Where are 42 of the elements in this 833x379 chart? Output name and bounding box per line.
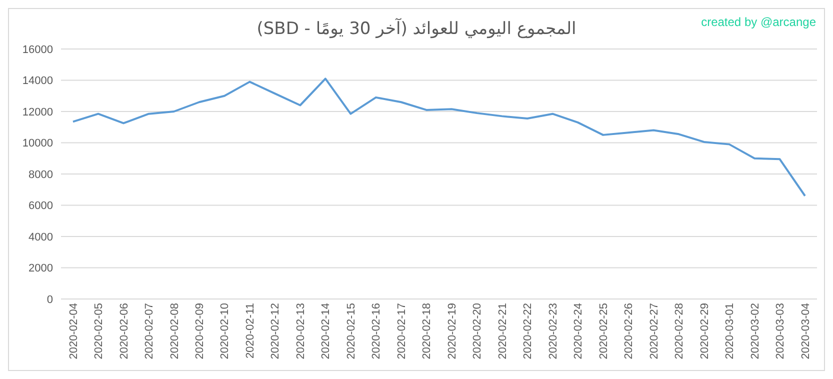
y-tick-label: 8000 [28,168,53,181]
x-tick-label: 2020-02-06 [118,303,130,360]
x-tick-label: 2020-02-20 [472,303,484,360]
x-tick-label: 2020-02-13 [294,303,307,360]
y-tick-label: 10000 [22,138,53,150]
x-tick-label: 2020-02-09 [194,303,206,360]
line-series [72,78,806,197]
x-tick-label: 2020-02-11 [244,303,256,358]
y-tick-label: 14000 [22,75,53,88]
y-tick-label: 6000 [28,200,53,212]
y-tick-label: 12000 [22,106,53,118]
x-tick-label: 2020-02-16 [370,303,383,360]
x-tick-label: 2020-02-19 [446,303,458,360]
x-tick-label: 2020-02-25 [598,303,610,360]
x-tick-label: 2020-03-01 [724,303,736,360]
y-tick-label: 0 [46,294,53,306]
x-tick-label: 2020-02-27 [648,303,660,360]
x-tick-label: 2020-02-22 [522,303,534,360]
y-tick-label: 4000 [28,231,53,244]
text: created by @arcange [701,15,816,29]
x-tick-label: 2020-02-08 [168,303,181,360]
x-tick-label: 2020-02-24 [572,303,585,360]
x-tick-label: 2020-02-18 [421,303,434,360]
y-tick-label: 16000 [22,44,53,56]
x-tick-label: 2020-02-14 [320,303,332,360]
x-tick-label: 2020-02-21 [496,303,509,360]
x-tick-label: 2020-02-29 [698,303,711,360]
x-tick-label: 2020-02-04 [68,303,80,360]
x-tick-label: 2020-02-07 [144,303,156,360]
x-tick-label: 2020-02-17 [396,303,408,360]
x-tick-label: 2020-02-26 [623,303,636,360]
x-tick-label: 2020-02-12 [270,303,282,360]
x-tick-label: 2020-02-05 [93,303,106,360]
chart-title: المجموع اليومي للعوائد (آخر 30 يومًا - SBD) [256,19,576,39]
x-tick-label: 2020-02-28 [674,303,686,360]
y-tick-label: 2000 [28,262,53,275]
x-tick-label: 2020-02-15 [345,303,358,360]
x-tick-label: 2020-02-23 [547,303,560,360]
x-tick-label: 2020-03-04 [800,303,812,360]
x-tick-label: 2020-02-10 [219,303,232,360]
x-tick-label: 2020-03-03 [774,303,787,360]
x-tick-label: 2020-03-02 [749,303,762,360]
